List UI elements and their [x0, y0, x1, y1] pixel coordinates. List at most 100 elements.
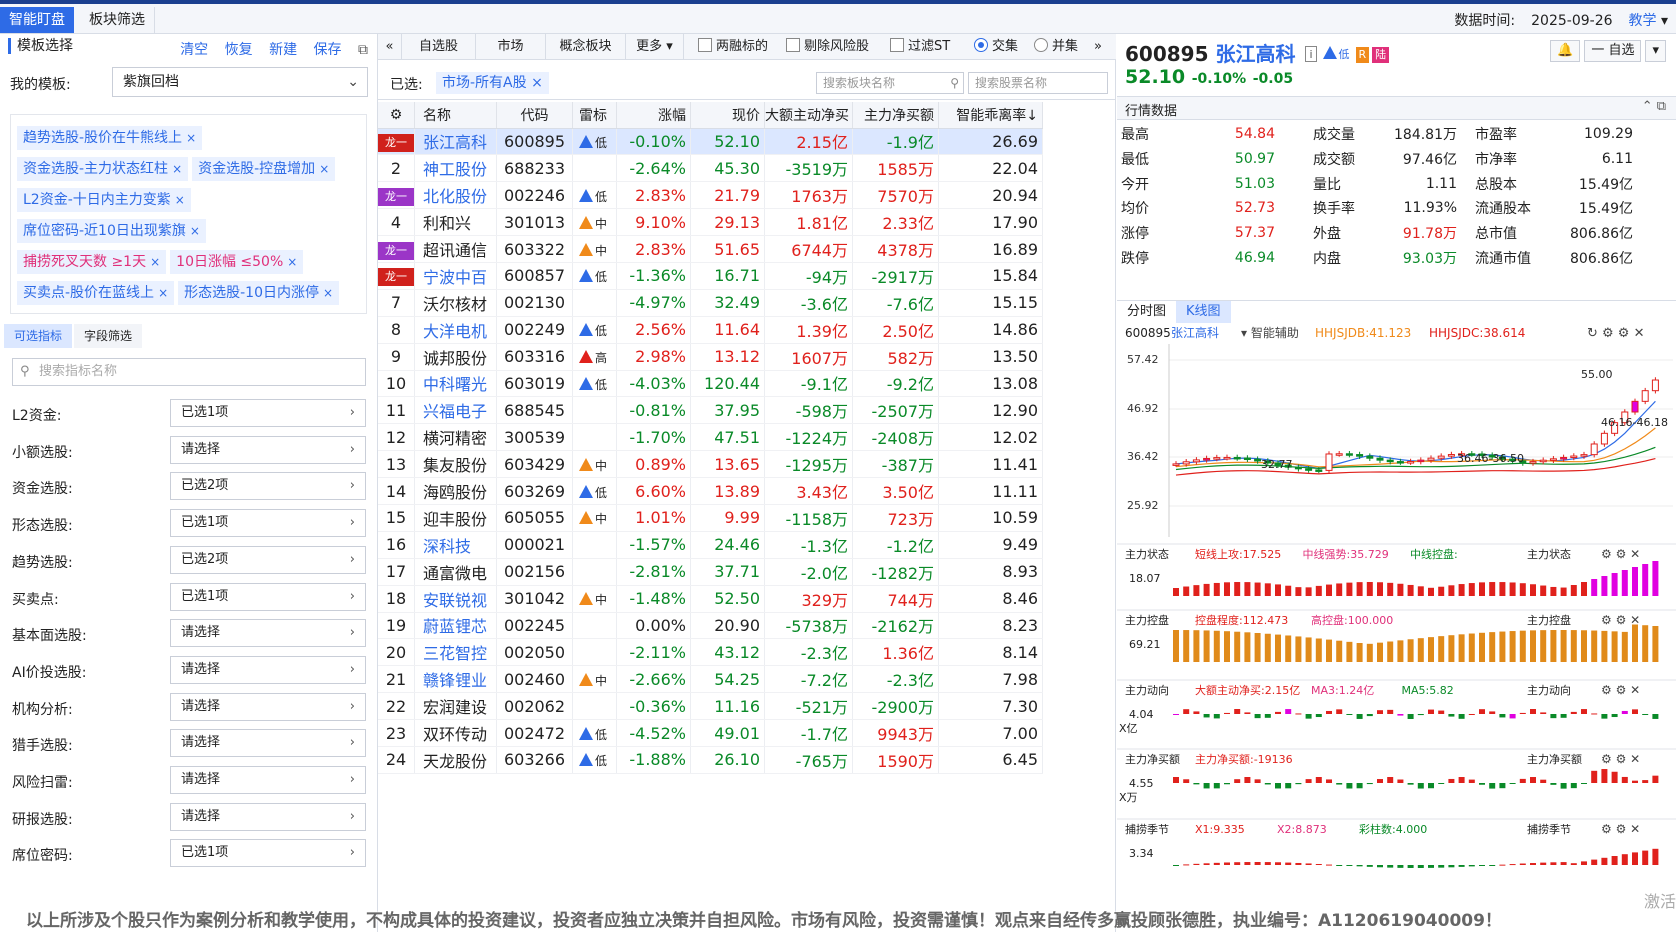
close-icon[interactable]: ×	[174, 193, 185, 207]
col-settings-icon[interactable]: ⚙	[378, 102, 415, 129]
filter-select[interactable]: 已选1项 ›	[170, 582, 366, 611]
close-icon[interactable]: ×	[186, 131, 197, 145]
filter-select[interactable]: 请选择 ›	[170, 692, 366, 721]
mine-badge[interactable]: 中	[579, 510, 607, 527]
tab-optional-indicators[interactable]: 可选指标	[4, 324, 73, 348]
table-row[interactable]: 龙一 宁波中百 600857 低 -1.36% 16.71 -94万 -2917万 15.84	[378, 262, 1043, 290]
stock-name-cell[interactable]: 张江高科	[414, 128, 497, 156]
mine-badge[interactable]: 低	[579, 484, 607, 501]
mine-badge[interactable]: 低	[579, 376, 607, 393]
mine-badge[interactable]: 中	[579, 591, 607, 608]
stock-name-cell[interactable]: 利和兴	[414, 208, 497, 237]
filter-select[interactable]: 已选1项 ›	[170, 839, 366, 868]
close-icon[interactable]: ×	[150, 255, 161, 269]
table-row[interactable]: 16 深科技 000021 -1.57% 24.46 -1.3亿 -1.2亿 9.49	[378, 531, 1043, 559]
stock-name-cell[interactable]: 宁波中百	[414, 262, 497, 290]
condition-tag[interactable]: 买卖点-股价在蓝线上 ×	[17, 281, 175, 305]
table-row[interactable]: 22 宏润建设 002062 -0.36% 11.16 -521万 -2900万 7.30	[378, 692, 1043, 721]
my-template-select[interactable]: 紫旗回档 ⌄	[112, 67, 368, 97]
restore-button[interactable]: 恢复	[224, 42, 253, 58]
check-margin[interactable]: 两融标的	[698, 38, 768, 56]
stock-name-cell[interactable]: 超讯通信	[414, 235, 497, 263]
chevron-down-icon[interactable]: ▾	[1656, 13, 1668, 29]
tab-more[interactable]: 更多 ▾	[626, 34, 684, 60]
col-price[interactable]: 现价	[690, 102, 765, 129]
filter-select[interactable]: 请选择 ›	[170, 766, 366, 794]
close-icon[interactable]: ×	[172, 162, 183, 176]
table-row[interactable]: 12 横河精密 300539 -1.70% 47.51 -1224万 -2408万 12.02	[378, 423, 1043, 452]
filter-select[interactable]: 已选2项 ›	[170, 545, 366, 574]
stock-name-cell[interactable]: 大洋电机	[414, 316, 497, 344]
collapse-icon[interactable]: ⌃ ⧉	[1641, 99, 1666, 114]
filter-select[interactable]: 请选择 ›	[170, 619, 366, 648]
condition-tag[interactable]: 10日涨幅 ≤50% ×	[170, 250, 304, 274]
mine-badge[interactable]: 低	[579, 752, 607, 769]
indicator-tool-icons[interactable]: ⚙ ⚙ ✕	[1601, 683, 1640, 697]
indicator-tool-icons[interactable]: ⚙ ⚙ ✕	[1601, 822, 1640, 836]
sector-search-input[interactable]: 搜索板块名称 ⚲	[816, 72, 964, 94]
selected-chip[interactable]: 市场-所有A股 ×	[436, 72, 549, 94]
radio-union[interactable]: 并集	[1034, 38, 1078, 56]
new-button[interactable]: 新建	[269, 42, 298, 58]
col-name[interactable]: 名称	[414, 102, 497, 129]
close-icon[interactable]: ×	[319, 162, 330, 176]
condition-tag[interactable]: 捕捞死叉天数 ≥1天 ×	[17, 250, 167, 274]
table-row[interactable]: 19 蔚蓝锂芯 002245 0.00% 20.90 -5738万 -2162万 8.23	[378, 612, 1043, 640]
table-row[interactable]: 7 沃尔核材 002130 -4.97% 32.49 -3.6亿 -7.6亿 15.15	[378, 289, 1043, 317]
table-row[interactable]: 10 中科曙光 603019 低 -4.03% 120.44 -9.1亿 -9.2亿 13.08	[378, 370, 1043, 398]
close-icon[interactable]: ×	[189, 224, 200, 238]
indicator-tool-icons[interactable]: ⚙ ⚙ ✕	[1601, 547, 1640, 561]
add-watch-button[interactable]: 一 自选	[1584, 40, 1642, 62]
info-icon[interactable]: i	[1305, 46, 1317, 62]
stock-name-cell[interactable]: 北化股份	[414, 181, 497, 210]
stock-name-cell[interactable]: 沃尔核材	[414, 289, 497, 317]
indicator-tool-icons[interactable]: ⚙ ⚙ ✕	[1601, 752, 1640, 766]
stock-name-cell[interactable]: 安联锐视	[414, 585, 497, 613]
stock-name-cell[interactable]: 海鸥股份	[414, 477, 497, 505]
clear-button[interactable]: 清空	[180, 42, 209, 58]
tab-kline[interactable]: K线图	[1176, 301, 1231, 323]
condition-tag[interactable]: 趋势选股-股价在牛熊线上 ×	[17, 126, 203, 150]
expand-right-icon[interactable]: »	[1094, 39, 1102, 54]
bell-icon[interactable]: 🔔	[1550, 40, 1581, 62]
table-row[interactable]: 龙一 张江高科 600895 低 -0.10% 52.10 2.15亿 -1.9亿 26.69	[378, 128, 1043, 156]
mine-badge[interactable]: 中	[579, 672, 607, 689]
tab-sector-filter[interactable]: 板块筛选	[80, 7, 155, 33]
stock-name-cell[interactable]: 赣锋锂业	[414, 665, 497, 694]
copy-icon[interactable]: ⧉	[358, 42, 368, 58]
close-icon[interactable]: ×	[287, 255, 298, 269]
table-row[interactable]: 24 天龙股份 603266 低 -1.88% 26.10 -765万 1590万 6.45	[378, 746, 1043, 774]
stock-name[interactable]: 张江高科	[1215, 42, 1296, 66]
stock-name-cell[interactable]: 迎丰股份	[414, 504, 497, 532]
filter-select[interactable]: 请选择 ›	[170, 655, 366, 684]
col-code[interactable]: 代码	[496, 102, 573, 129]
table-row[interactable]: 4 利和兴 301013 中 9.10% 29.13 1.81亿 2.33亿 17.90	[378, 208, 1043, 237]
mine-badge[interactable]: 中	[579, 457, 607, 474]
mine-badge[interactable]: 低	[579, 134, 607, 151]
chart-tool-icons[interactable]: ↻ ⚙ ⚙ ✕	[1587, 326, 1645, 341]
mine-badge[interactable]: 中	[579, 215, 607, 232]
condition-tag[interactable]: 资金选股-主力状态红柱 ×	[17, 157, 189, 181]
stock-name-cell[interactable]: 双环传动	[414, 719, 497, 747]
filter-select[interactable]: 已选1项 ›	[170, 399, 366, 427]
check-risk[interactable]: 剔除风险股	[786, 38, 869, 56]
filter-select[interactable]: 已选1项 ›	[170, 509, 366, 538]
tab-smart-monitor[interactable]: 智能盯盘	[0, 7, 74, 33]
stock-name-cell[interactable]: 三花智控	[414, 638, 497, 667]
table-row[interactable]: 23 双环传动 002472 低 -4.52% 49.01 -1.7亿 9943万 7.00	[378, 719, 1043, 747]
stock-name-cell[interactable]: 天龙股份	[414, 746, 497, 774]
mine-badge[interactable]: 低	[579, 322, 607, 339]
stock-name-cell[interactable]: 集友股份	[414, 450, 497, 479]
table-row[interactable]: 13 集友股份 603429 中 0.89% 13.65 -1295万 -387万 11.41	[378, 450, 1043, 479]
table-row[interactable]: 17 通富微电 002156 -2.81% 37.71 -2.0亿 -1282万 8.93	[378, 558, 1043, 586]
tab-intraday[interactable]: 分时图	[1127, 304, 1167, 319]
mine-badge[interactable]: 中	[579, 242, 607, 259]
mine-badge[interactable]: 低	[579, 726, 607, 743]
mine-badge[interactable]: 高	[579, 349, 607, 366]
mine-badge[interactable]: 低	[579, 268, 607, 285]
table-row[interactable]: 14 海鸥股份 603269 低 6.60% 13.89 3.43亿 3.50亿 11.11	[378, 477, 1043, 505]
filter-select[interactable]: 请选择 ›	[170, 729, 366, 758]
save-button[interactable]: 保存	[313, 42, 342, 58]
close-icon[interactable]: ×	[158, 286, 169, 300]
filter-select[interactable]: 请选择 ›	[170, 802, 366, 831]
